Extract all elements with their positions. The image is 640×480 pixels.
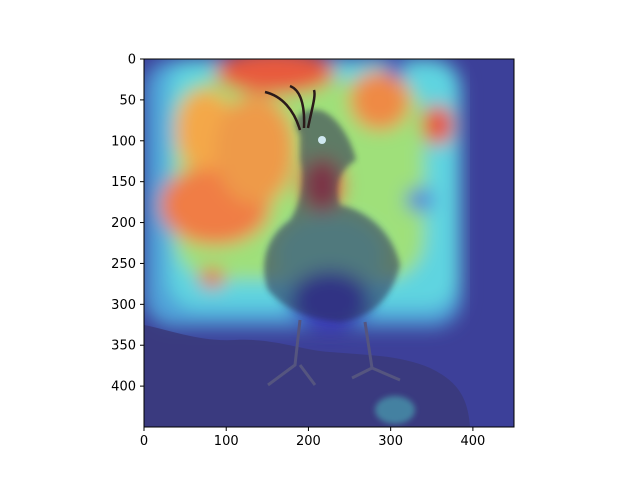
bird-feet [267,319,401,387]
y-tick-label: 250 [111,257,136,272]
y-tick-label: 350 [111,339,136,354]
y-tick-label: 150 [111,175,136,190]
y-tick-label: 100 [111,134,136,149]
bird-crest [264,84,316,131]
bird-silhouette [264,109,400,322]
x-tick-label: 300 [378,434,403,449]
y-tick-label: 50 [119,93,136,108]
bird-eye [318,136,326,144]
y-tick-label: 0 [128,53,136,68]
y-tick-label: 400 [111,380,136,395]
y-tick-label: 200 [111,216,136,231]
x-tick-label: 100 [214,434,239,449]
x-tick-label: 200 [296,434,321,449]
y-tick-label: 300 [111,298,136,313]
plot-frame [143,58,515,428]
x-tick-label: 0 [140,434,148,449]
y-axis: 0 50 100 150 200 250 300 350 400 [111,53,144,395]
x-tick-label: 400 [460,434,485,449]
x-axis: 0 100 200 300 400 [140,427,485,449]
heatmap-image [144,59,514,427]
